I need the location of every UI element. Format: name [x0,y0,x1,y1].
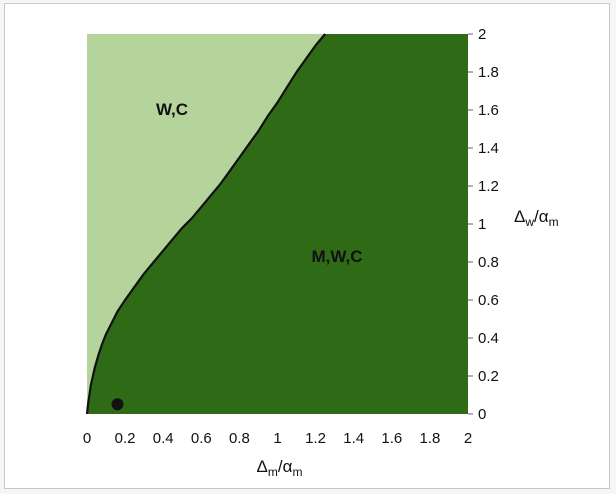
x-tick-label: 1.6 [381,430,402,447]
x-tick-label: 1.4 [343,430,364,447]
x-axis-ticks: 0 0.2 0.4 0.6 0.8 1 1.2 1.4 1.6 1.8 2 [83,430,472,447]
x-tick-label: 1 [273,430,281,447]
y-tick-label: 0 [478,406,486,423]
y-axis-label: Δw/αm [514,207,559,229]
y-tick-label: 1 [478,216,486,233]
region-label: M,W,C [312,247,363,266]
y-tick-label: 1.8 [478,64,499,81]
data-point-marker [111,398,124,411]
y-tick-label: 0.8 [478,254,499,271]
x-tick-label: 0.8 [229,430,250,447]
y-tick-label: 1.2 [478,178,499,195]
x-axis-label: Δm/αm [257,457,303,479]
region-label: W,C [156,100,188,119]
x-tick-label: 0 [83,430,91,447]
y-tick-label: 0.4 [478,330,499,347]
light-region-wc [87,34,326,414]
x-tick-label: 2 [464,430,472,447]
y-tick-label: 1.6 [478,102,499,119]
y-tick-label: 1.4 [478,140,499,157]
boundary-line [85,33,326,415]
y-axis-ticks: 0 0.2 0.4 0.6 0.8 1 1.2 1.4 1.6 1.8 2 [468,26,499,423]
x-tick-label: 1.8 [419,430,440,447]
x-tick-label: 0.4 [153,430,174,447]
x-tick-label: 0.6 [191,430,212,447]
y-tick-label: 2 [478,26,486,43]
x-tick-label: 1.2 [305,430,326,447]
x-tick-label: 0.2 [115,430,136,447]
y-tick-label: 0.2 [478,368,499,385]
y-tick-label: 0.6 [478,292,499,309]
region-labels: W,C M,W,C [156,100,363,266]
